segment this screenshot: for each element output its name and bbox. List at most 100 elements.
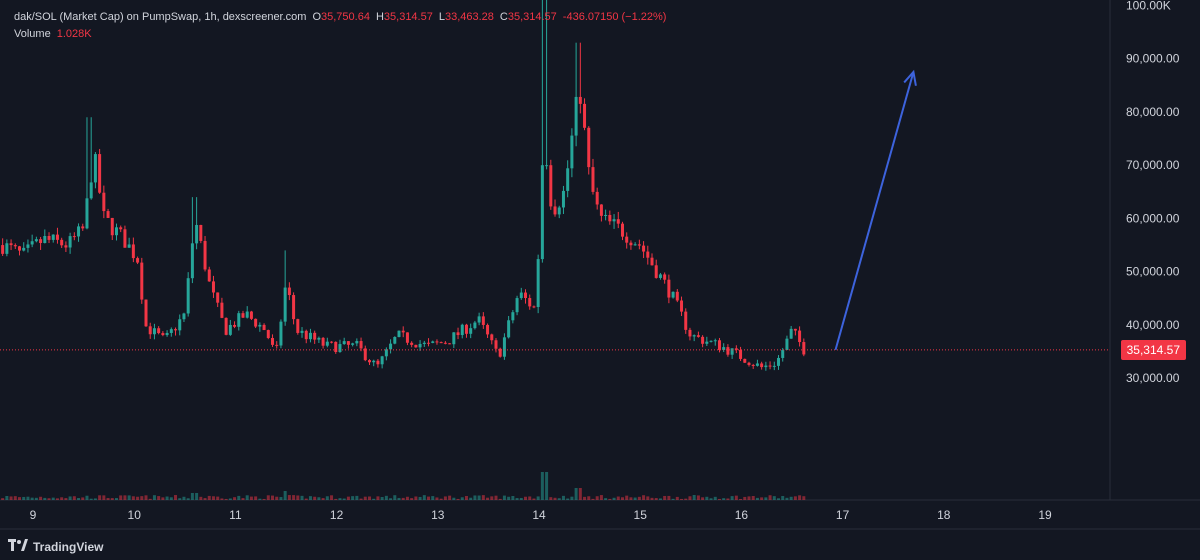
candle-body [798,330,802,343]
candle-body [51,234,55,240]
volume-bar [380,496,384,500]
candle-body [405,332,409,343]
candle-body [245,311,249,318]
volume-bar [637,496,641,500]
candle-body [211,281,215,293]
candle-body [389,343,393,350]
candle-body [233,324,237,327]
candle-body [705,341,709,344]
candle-body [317,337,321,340]
candle-body [414,344,418,348]
volume-bar [18,497,22,500]
candle-body [384,349,388,357]
volume-bar [760,497,764,500]
candle-body [793,328,797,331]
volume-bar [34,497,38,500]
volume-bar [629,497,633,500]
volume-bar [439,498,443,500]
volume-bar [199,496,203,500]
candle-body [583,103,587,128]
volume-bar [684,498,688,500]
candle-body [325,341,329,346]
volume-bar [570,496,574,500]
x-tick-label: 19 [1038,508,1052,522]
candle-body [93,154,97,183]
candle-body [283,287,287,322]
volume-bar [587,496,591,500]
volume-bar [646,496,650,500]
candle-body [266,330,270,338]
volume-bar [237,495,241,500]
volume-bar [502,495,506,500]
volume-bar [625,495,629,500]
volume-bar [140,496,144,500]
volume-bar [131,496,135,500]
candle-body [292,295,296,320]
volume-bar [127,495,131,500]
candle-body [351,343,355,345]
volume-bar [633,497,637,500]
candle-body [68,236,72,248]
volume-bar [308,496,312,500]
volume-bar [532,498,536,500]
volume-bar [680,498,684,500]
volume-bar [616,496,620,500]
volume-bar [583,496,587,500]
volume-bar [359,498,363,500]
candle-body [528,298,532,307]
candle-body [313,332,317,340]
volume-bar [98,495,102,500]
volume-bar [798,495,802,500]
candle-body [802,342,806,355]
volume-bar [481,495,485,500]
candle-body [675,291,679,301]
volume-bar [161,497,165,500]
volume-value: 1.028K [56,28,92,40]
high-label: H [375,11,384,23]
volume-bar [608,498,612,500]
candle-body [338,344,342,353]
candle-body [553,206,557,215]
volume-bar [777,498,781,500]
volume-bar [106,498,110,500]
candle-body [663,274,667,280]
volume-bar [296,495,300,500]
volume-bar [469,497,473,500]
candle-body [772,365,776,367]
y-tick-label: 80,000.00 [1126,105,1180,119]
candle-body [127,244,131,248]
volume-bar [709,498,713,500]
candle-body [435,341,439,343]
candle-body [401,330,405,333]
volume-bar [85,495,89,500]
volume-bar [595,496,599,500]
low-value: 33,463.28 [444,11,494,23]
candle-body [249,311,253,319]
candle-body [422,342,426,344]
volume-bar [747,496,751,500]
volume-bar [22,496,26,500]
candle-body [207,269,211,282]
volume-bar [190,493,194,500]
candle-body [169,329,173,333]
x-tick-label: 9 [30,508,37,522]
candle-body [587,127,591,168]
volume-bar [245,495,249,500]
candle-body [296,319,300,333]
candle-body [427,342,431,344]
tradingview-brand[interactable]: TradingView [8,539,103,554]
volume-bar [658,498,662,500]
volume-bar [701,497,705,500]
volume-bar [114,498,118,500]
candle-body [418,343,422,348]
change-value: -436.07150 (−1.22%) [562,11,667,23]
volume-bar [654,498,658,500]
volume-bar [355,495,359,500]
candle-body [144,299,148,327]
volume-bar [241,498,245,500]
volume-bar [254,496,258,500]
high-value: 35,314.57 [383,11,433,23]
volume-bar [511,495,515,500]
candle-body [81,226,85,229]
